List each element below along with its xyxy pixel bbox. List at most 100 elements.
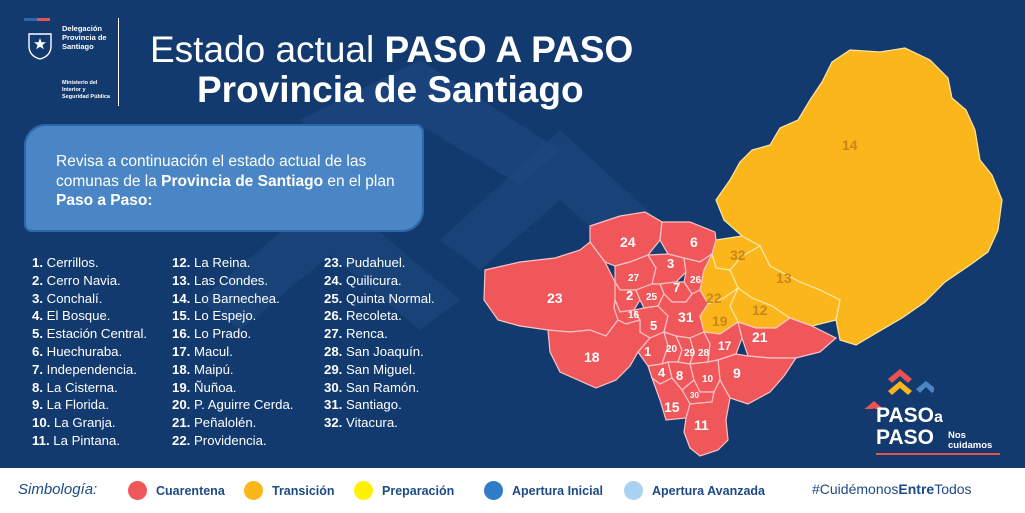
map-label-20: 20: [666, 344, 678, 355]
hashtag: #CuidémonosEntreTodos: [812, 481, 972, 497]
commune-name: Las Condes.: [194, 272, 269, 288]
commune-number: 8.: [32, 379, 43, 395]
commune-name: La Cisterna.: [46, 379, 118, 395]
commune-item: 5. Estación Central.: [32, 325, 147, 343]
commune-number: 21.: [172, 415, 191, 431]
commune-number: 24.: [324, 272, 343, 288]
commune-item: 19. Ñuñoa.: [172, 379, 293, 397]
map-label-23: 23: [547, 290, 563, 306]
commune-number: 11.: [32, 432, 50, 448]
commune-name: Conchalí.: [46, 290, 103, 306]
map-label-27: 27: [628, 273, 640, 284]
map-label-26: 26: [690, 275, 702, 286]
commune-list-col-1: 1. Cerrillos. 2. Cerro Navia. 3. Conchalí.…: [32, 254, 147, 450]
map-label-25: 25: [646, 292, 658, 303]
commune-item: 1. Cerrillos.: [32, 254, 147, 272]
commune-number: 29.: [324, 361, 343, 377]
commune-name: Estación Central.: [46, 326, 148, 342]
commune-number: 7.: [32, 361, 43, 377]
legend-label: Simbología:: [18, 481, 98, 498]
commune-number: 15.: [172, 308, 191, 324]
commune-name: Quilicura.: [346, 272, 402, 288]
commune-name: La Florida.: [46, 397, 109, 413]
map-area-11: [683, 378, 731, 457]
legend-color-dot: [484, 481, 503, 500]
commune-number: 9.: [32, 397, 43, 413]
commune-number: 17.: [172, 343, 191, 359]
brand-word2: PASO: [876, 426, 934, 449]
commune-name: Lo Barnechea.: [194, 290, 280, 306]
map-label-12: 12: [752, 302, 768, 318]
commune-item: 12. La Reina.: [172, 254, 293, 272]
brand-subtitle: Nos cuidamos: [948, 430, 993, 451]
commune-number: 2.: [32, 272, 43, 288]
commune-item: 23. Pudahuel.: [324, 254, 435, 272]
brand-word1-small: a: [933, 409, 943, 426]
commune-item: 27. Renca.: [324, 325, 435, 343]
commune-number: 22.: [172, 432, 191, 448]
commune-item: 11. La Pintana.: [32, 432, 147, 450]
commune-item: 20. P. Aguirre Cerda.: [172, 396, 293, 414]
commune-item: 2. Cerro Navia.: [32, 272, 147, 290]
legend-label-text: Transición: [272, 483, 335, 498]
commune-item: 14. Lo Barnechea.: [172, 290, 293, 308]
commune-item: 10. La Granja.: [32, 414, 147, 432]
intro-part2: en el plan: [323, 172, 395, 190]
commune-item: 3. Conchalí.: [32, 290, 147, 308]
map-area-31: [657, 289, 709, 339]
commune-item: 17. Macul.: [172, 343, 293, 361]
map-area-14: [715, 47, 1003, 346]
commune-number: 20.: [172, 397, 191, 413]
commune-name: P. Aguirre Cerda.: [194, 397, 294, 413]
commune-name: Independencia.: [46, 361, 137, 377]
page-subtitle: Provincia de Santiago: [197, 69, 584, 110]
map-label-8: 8: [676, 368, 683, 383]
map-label-29: 29: [684, 348, 696, 359]
commune-list-col-2: 12. La Reina. 13. Las Condes. 14. Lo Barne…: [172, 254, 293, 450]
commune-item: 7. Independencia.: [32, 361, 147, 379]
hashtag-part2: Entre: [898, 481, 935, 497]
hashtag-part3: Todos: [934, 481, 972, 497]
commune-number: 3.: [32, 290, 43, 306]
logo-ministry-name: Ministerio del Interior y Seguridad Públ…: [62, 80, 110, 100]
commune-name: Lo Prado.: [194, 326, 252, 342]
commune-name: Huechuraba.: [46, 343, 123, 359]
legend-item: Preparación: [354, 481, 454, 500]
commune-name: Recoleta.: [346, 308, 402, 324]
map-label-19: 19: [712, 313, 728, 329]
intro-bold2: Paso a Paso:: [56, 192, 153, 209]
commune-name: Maipú.: [194, 361, 234, 377]
title-prefix: Estado actual: [150, 29, 385, 70]
commune-item: 15. Lo Espejo.: [172, 307, 293, 325]
commune-number: 27.: [324, 326, 343, 342]
page-title: Estado actual PASO A PASO: [150, 28, 633, 72]
map-label-16: 16: [628, 310, 640, 321]
commune-item: 4. El Bosque.: [32, 307, 147, 325]
commune-number: 16.: [172, 326, 191, 342]
intro-box: Revisa a continuación el estado actual d…: [24, 124, 424, 232]
legend-color-dot: [624, 481, 643, 500]
commune-item: 8. La Cisterna.: [32, 379, 147, 397]
legend-label-text: Preparación: [382, 483, 455, 498]
commune-number: 6.: [32, 343, 43, 359]
map-label-3: 3: [667, 256, 674, 271]
map-label-13: 13: [776, 270, 792, 286]
commune-name: Peñalolén.: [194, 415, 257, 431]
commune-number: 4.: [32, 308, 43, 324]
commune-name: La Reina.: [194, 255, 251, 270]
commune-item: 6. Huechuraba.: [32, 343, 147, 361]
map-label-17: 17: [718, 339, 732, 353]
brand-underline: [876, 453, 1000, 455]
commune-item: 25. Quinta Normal.: [324, 290, 435, 308]
commune-item: 21. Peñalolén.: [172, 414, 293, 432]
commune-number: 32.: [324, 415, 343, 431]
commune-item: 9. La Florida.: [32, 396, 147, 414]
map-label-11: 11: [694, 417, 709, 433]
map-label-24: 24: [620, 234, 636, 250]
map-label-21: 21: [752, 329, 768, 345]
map-label-32: 32: [730, 247, 746, 263]
commune-item: 26. Recoleta.: [324, 307, 435, 325]
intro-bold1: Provincia de Santiago: [161, 172, 324, 190]
commune-item: 22. Providencia.: [172, 432, 293, 450]
commune-name: Quinta Normal.: [346, 290, 435, 306]
